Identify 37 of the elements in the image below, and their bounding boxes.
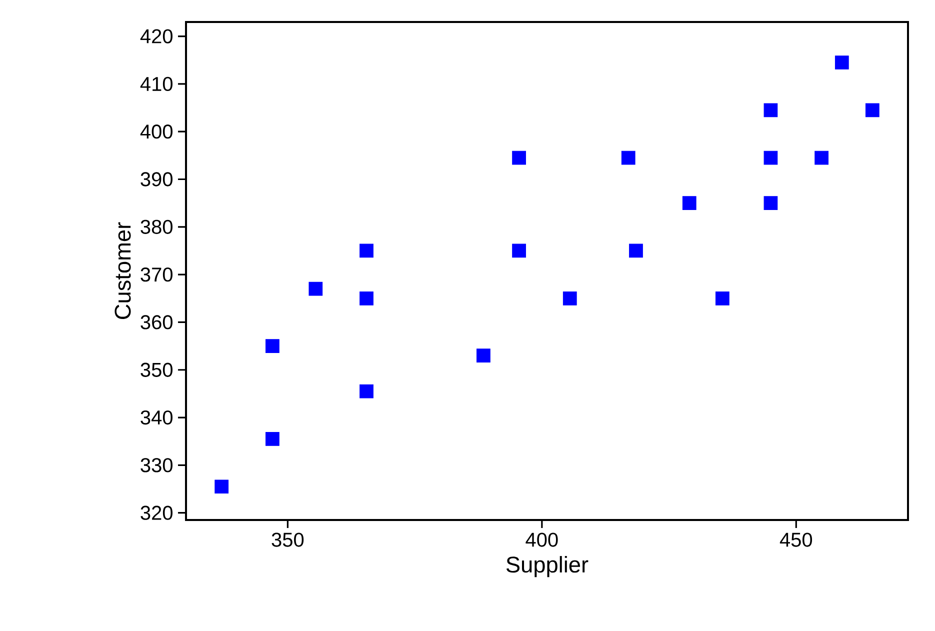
point (476, 348, 490, 363)
point (621, 150, 636, 165)
point (834, 56, 849, 70)
y-axis-title: Customer (114, 222, 131, 319)
point (266, 432, 280, 446)
point (214, 480, 229, 494)
point (512, 150, 526, 165)
x-tick-label: 350 (272, 532, 304, 547)
point (512, 244, 526, 258)
point (308, 282, 323, 296)
point (814, 150, 829, 165)
point (562, 291, 577, 306)
y-tick-label: 340 (140, 410, 172, 425)
y-tick-label: 390 (140, 172, 172, 186)
point (266, 339, 280, 353)
y-tick-label: 380 (140, 220, 172, 234)
point (360, 291, 374, 306)
x-tick-label: 400 (526, 532, 558, 547)
y-tick-label: 370 (140, 267, 172, 282)
point (865, 103, 880, 118)
x-axis-title: Supplier (506, 556, 588, 578)
point (360, 384, 374, 398)
point (764, 196, 778, 210)
y-tick-label: 330 (140, 458, 172, 472)
y-tick-label: 320 (140, 506, 172, 520)
point (764, 150, 778, 165)
point (682, 196, 696, 210)
point (360, 244, 374, 258)
point (715, 291, 730, 306)
x-tick-label: 450 (780, 532, 812, 547)
y-tick-label: 350 (140, 362, 172, 377)
y-tick-label: 420 (140, 29, 172, 44)
y-tick-label: 410 (140, 76, 172, 92)
point (629, 244, 643, 258)
y-tick-label: 360 (140, 315, 172, 330)
point (764, 103, 778, 118)
y-tick-label: 400 (140, 124, 172, 139)
